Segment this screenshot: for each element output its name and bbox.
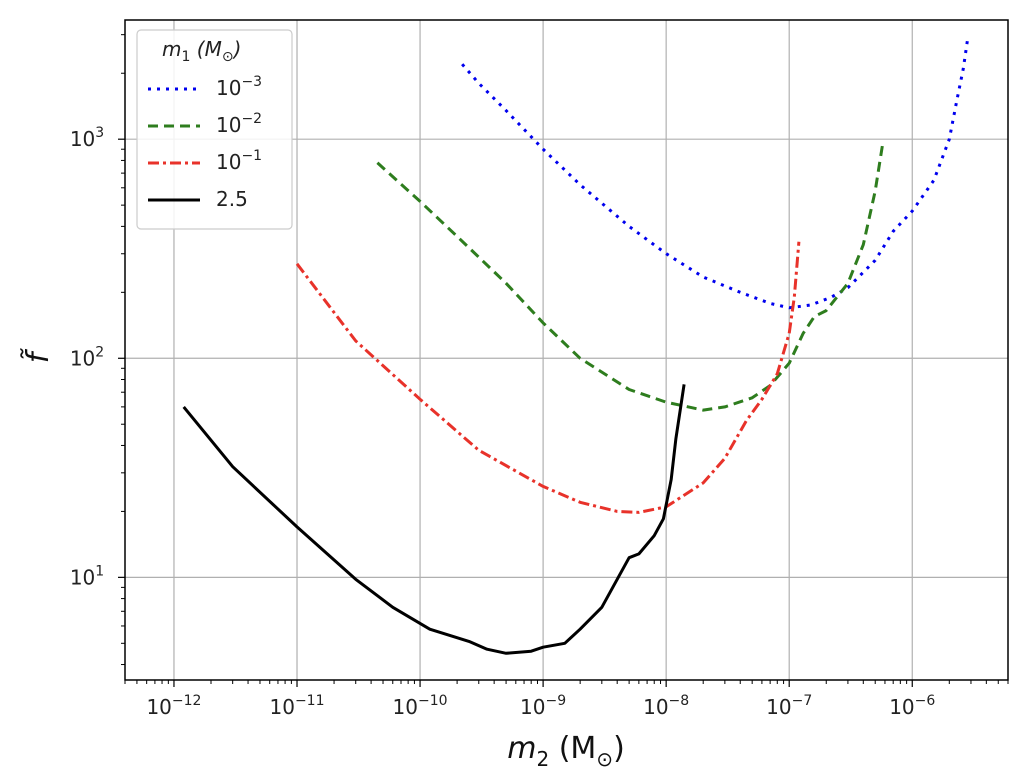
y-tick-label: 103 xyxy=(70,125,104,151)
y-axis: 101 102 103 xyxy=(70,34,125,666)
legend-label-1: 10−3 xyxy=(216,74,262,100)
series-line-2 xyxy=(376,140,885,412)
y-tick-label: 101 xyxy=(70,563,104,589)
x-tick-label: 10−6 xyxy=(889,693,935,719)
series-line-4 xyxy=(182,384,686,655)
x-tick-label: 10−11 xyxy=(270,693,325,719)
x-axis: 10−12 10−11 10−10 10−9 10−8 10−7 10−6 xyxy=(124,680,1009,719)
plot-frame xyxy=(124,19,1009,681)
legend-title: m1 (M⊙) xyxy=(162,37,241,65)
legend: m1 (M⊙) 10−3 10−2 10−1 2.5 xyxy=(136,29,293,230)
legend-box xyxy=(136,29,293,230)
series-line-1 xyxy=(461,40,969,310)
x-tick-label: 10−7 xyxy=(766,693,812,719)
x-axis-label: m2 (M⊙) xyxy=(507,731,625,771)
legend-label-4: 2.5 xyxy=(216,187,248,211)
legend-label-3: 10−1 xyxy=(216,148,262,174)
grid xyxy=(125,20,1008,680)
x-tick-label: 10−9 xyxy=(520,693,566,719)
x-tick-label: 10−10 xyxy=(393,693,448,719)
y-axis-label: f̃ xyxy=(21,348,56,364)
x-tick-label: 10−8 xyxy=(643,693,689,719)
y-tick-label: 102 xyxy=(70,344,104,370)
x-tick-label: 10−12 xyxy=(146,693,201,719)
series-group xyxy=(182,40,969,655)
legend-label-2: 10−2 xyxy=(216,111,262,137)
